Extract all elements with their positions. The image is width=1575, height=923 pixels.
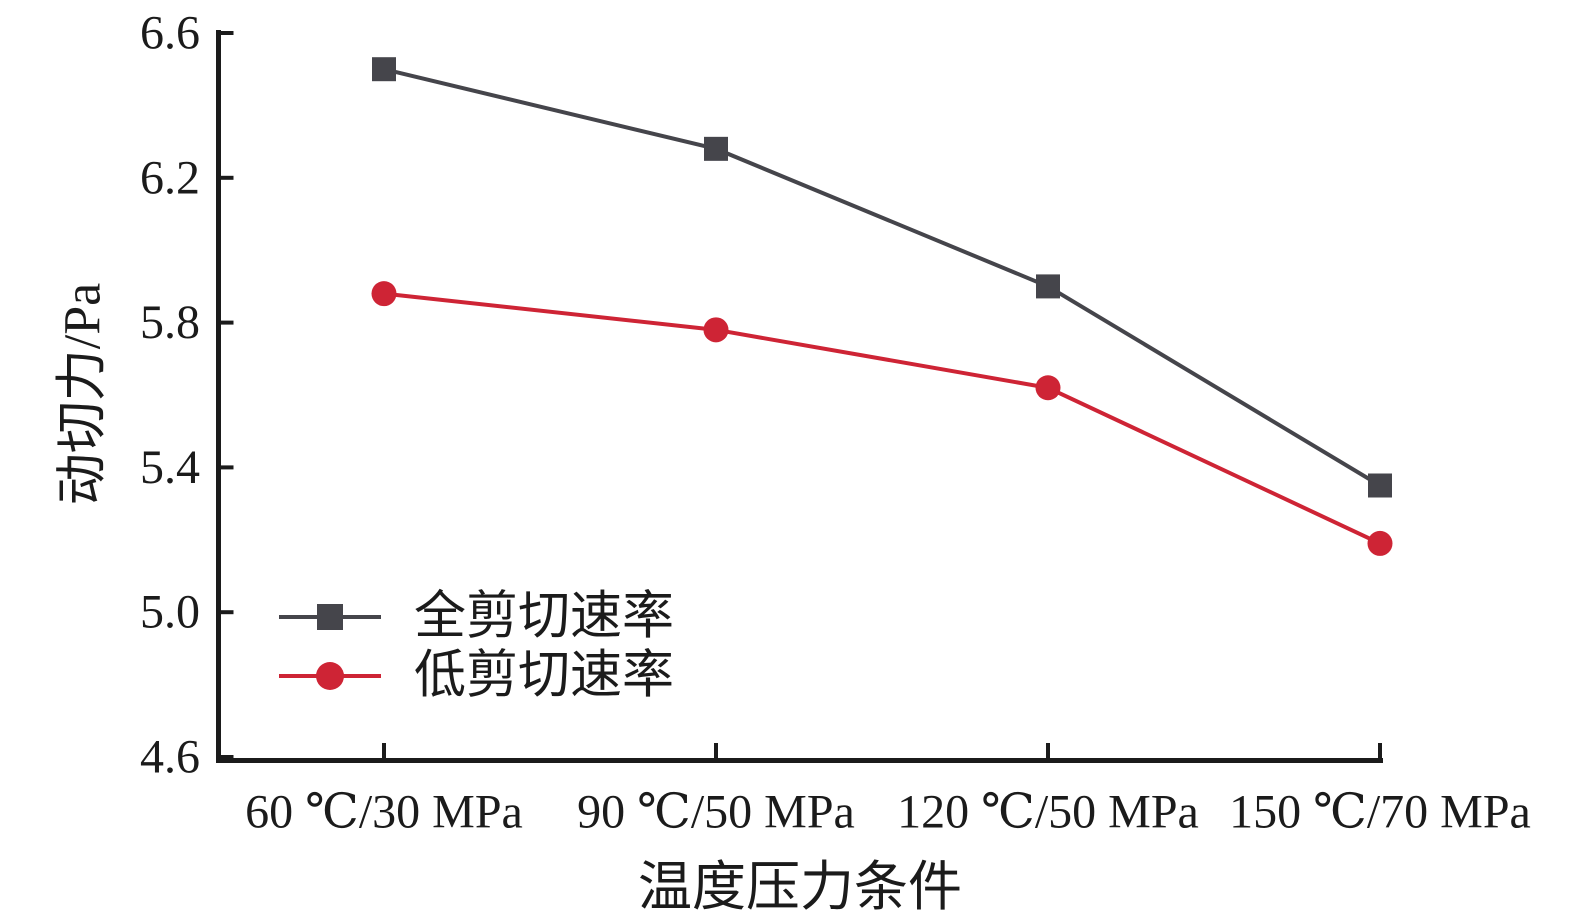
legend-swatch-square <box>317 604 343 630</box>
data-point-square-full-shear-rate <box>1036 274 1060 299</box>
x-tick-label: 90 ℃/50 MPa <box>577 786 855 839</box>
data-point-circle-low-shear-rate <box>1035 375 1061 401</box>
series-line-low-shear-rate <box>383 291 1381 546</box>
y-axis-title: 动切力/Pa <box>55 283 112 505</box>
data-point-circle-low-shear-rate <box>703 317 729 343</box>
y-tick-label: 4.6 <box>140 731 200 784</box>
y-tick-label: 6.6 <box>140 7 200 60</box>
axes: 4.6 5.0 5.4 5.8 6.2 6.6 60 ℃/30 MPa 90 ℃/50 MPa… <box>140 7 1531 839</box>
legend: 全剪切速率 低剪切速率 <box>279 589 674 705</box>
data-point-square-full-shear-rate <box>1368 473 1392 498</box>
x-tick-label: 150 ℃/70 MPa <box>1229 786 1531 839</box>
x-tick-label: 120 ℃/50 MPa <box>897 786 1199 839</box>
data-point-circle-low-shear-rate <box>1367 530 1393 556</box>
data-point-circle-low-shear-rate <box>371 281 397 307</box>
legend-label-full-shear-rate: 全剪切速率 <box>414 589 674 646</box>
data-point-square-full-shear-rate <box>704 136 728 161</box>
series <box>371 57 1393 556</box>
legend-swatch-circle <box>316 662 344 690</box>
data-point-square-full-shear-rate <box>372 57 396 82</box>
y-tick-label: 5.8 <box>140 296 200 349</box>
x-tick-label: 60 ℃/30 MPa <box>245 786 523 839</box>
y-tick-label: 5.0 <box>140 586 200 639</box>
x-axis-title: 温度压力条件 <box>638 857 962 917</box>
series-line-full-shear-rate <box>383 67 1382 488</box>
y-tick-label: 5.4 <box>140 441 200 494</box>
legend-label-low-shear-rate: 低剪切速率 <box>414 648 674 705</box>
y-tick-label: 6.2 <box>140 151 200 204</box>
